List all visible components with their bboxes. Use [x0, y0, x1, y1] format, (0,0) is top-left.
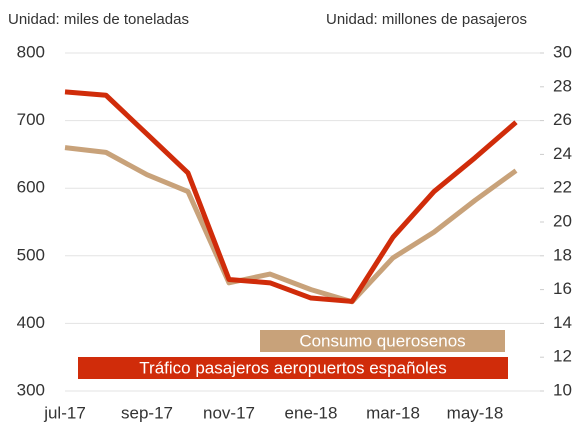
y2-tick-label: 10 — [553, 380, 572, 399]
y2-tick-label: 26 — [553, 110, 572, 129]
legend-swatch — [260, 330, 505, 352]
y2-tick-label: 18 — [553, 245, 572, 264]
y2-tick-label: 24 — [553, 144, 572, 163]
x-tick-label: ene-18 — [285, 403, 338, 422]
y-axis-label: Unidad: miles de toneladas — [8, 11, 189, 28]
legend-label: Tráfico pasajeros aeropuertos españoles — [139, 358, 446, 377]
y2-tick-label: 28 — [553, 76, 572, 95]
x-tick-label: may-18 — [447, 403, 504, 422]
y-tick-label: 300 — [17, 380, 45, 399]
x-tick-label: jul-17 — [43, 403, 86, 422]
y2-tick-label: 14 — [553, 313, 572, 332]
x-tick-label: nov-17 — [203, 403, 255, 422]
y2-tick-label: 12 — [553, 347, 572, 366]
y2-tick-label: 16 — [553, 279, 572, 298]
y-tick-label: 800 — [17, 42, 45, 61]
y-tick-label: 700 — [17, 110, 45, 129]
y-tick-label: 600 — [17, 178, 45, 197]
y2-tick-label: 30 — [553, 42, 572, 61]
series-line — [64, 145, 518, 305]
legend-label: Consumo querosenos — [299, 331, 465, 350]
y2-tick-label: 20 — [553, 211, 572, 230]
x-tick-label: sep-17 — [121, 403, 173, 422]
x-tick-label: mar-18 — [366, 403, 420, 422]
legend-swatch — [78, 357, 508, 379]
y-tick-label: 500 — [17, 245, 45, 264]
series-line — [64, 89, 518, 304]
y2-tick-label: 22 — [553, 178, 572, 197]
y2-axis-label: Unidad: millones de pasajeros — [326, 11, 527, 28]
y-tick-label: 400 — [17, 313, 45, 332]
